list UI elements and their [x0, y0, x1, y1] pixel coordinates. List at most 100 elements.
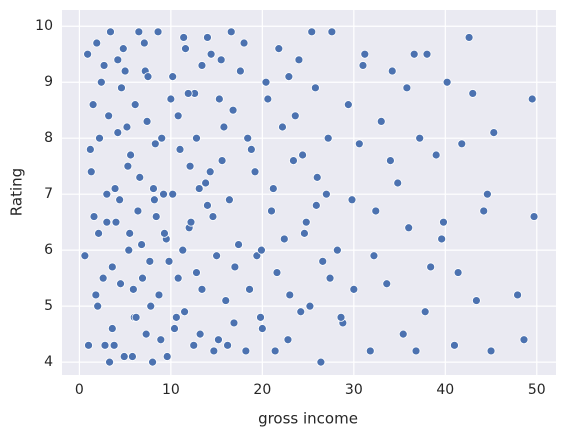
point: [332, 245, 342, 255]
y-tick-label: 5: [44, 298, 53, 314]
point: [411, 346, 421, 356]
point: [239, 38, 249, 48]
point: [131, 312, 141, 322]
point: [109, 340, 119, 350]
point: [263, 94, 273, 104]
point: [234, 240, 243, 249]
y-tick-label: 4: [44, 354, 53, 370]
point: [382, 279, 392, 289]
point: [178, 245, 188, 255]
point: [529, 212, 539, 221]
point: [223, 340, 232, 350]
point: [284, 72, 294, 82]
y-tick-label: 8: [44, 130, 53, 146]
point: [230, 262, 240, 272]
point: [386, 156, 395, 165]
point: [387, 66, 397, 76]
point: [457, 139, 467, 149]
point: [216, 55, 226, 65]
point: [120, 66, 130, 76]
point: [311, 83, 320, 93]
point: [305, 301, 315, 311]
point: [272, 268, 282, 277]
point: [468, 89, 478, 98]
point: [168, 72, 178, 82]
point: [300, 228, 309, 238]
point: [201, 178, 211, 188]
point: [197, 284, 207, 294]
point: [160, 228, 169, 238]
point: [91, 290, 101, 300]
point: [105, 357, 114, 367]
point: [206, 49, 216, 59]
point: [327, 27, 337, 37]
point: [307, 27, 317, 37]
point: [212, 251, 222, 261]
point: [519, 335, 529, 345]
point: [311, 200, 321, 210]
point: [107, 324, 117, 333]
point: [123, 161, 133, 171]
point: [323, 133, 333, 143]
point: [128, 284, 138, 294]
point: [98, 273, 108, 283]
point: [89, 212, 99, 221]
point: [241, 346, 251, 356]
y-tick-label: 10: [35, 18, 53, 34]
point: [229, 318, 239, 328]
point: [115, 195, 125, 205]
point: [186, 217, 196, 227]
point: [122, 122, 132, 132]
point: [278, 122, 287, 132]
point: [135, 172, 145, 182]
point: [99, 61, 109, 70]
point: [110, 184, 120, 193]
point: [85, 144, 95, 154]
point: [527, 94, 537, 104]
point: [252, 251, 262, 261]
point: [285, 290, 295, 300]
point: [354, 139, 364, 149]
point: [173, 273, 183, 283]
point: [209, 346, 219, 356]
point: [453, 268, 463, 277]
point: [142, 117, 152, 126]
point: [157, 133, 167, 143]
point: [194, 184, 204, 193]
point: [134, 27, 144, 37]
point: [513, 290, 522, 300]
point: [107, 262, 117, 272]
point: [175, 144, 185, 154]
point: [489, 128, 499, 137]
point: [95, 133, 104, 143]
point: [104, 111, 114, 121]
point: [298, 150, 307, 160]
point: [301, 217, 311, 227]
point: [226, 27, 236, 37]
point: [168, 189, 178, 199]
point: [420, 307, 430, 317]
point: [426, 262, 436, 272]
point: [422, 49, 432, 59]
point: [203, 33, 212, 42]
point: [296, 307, 306, 317]
x-tick-label: 40: [436, 382, 454, 398]
point: [219, 122, 229, 132]
point: [195, 329, 205, 339]
point: [464, 33, 474, 42]
point: [409, 49, 419, 59]
point: [125, 228, 135, 238]
point: [261, 77, 271, 87]
point: [124, 245, 134, 255]
point: [126, 150, 136, 160]
x-tick-label: 30: [345, 382, 363, 398]
point: [228, 105, 238, 115]
point: [180, 307, 189, 317]
point: [173, 111, 183, 121]
point: [94, 228, 103, 238]
point: [294, 55, 304, 65]
point: [84, 340, 93, 350]
point: [316, 357, 326, 367]
point: [128, 352, 137, 361]
